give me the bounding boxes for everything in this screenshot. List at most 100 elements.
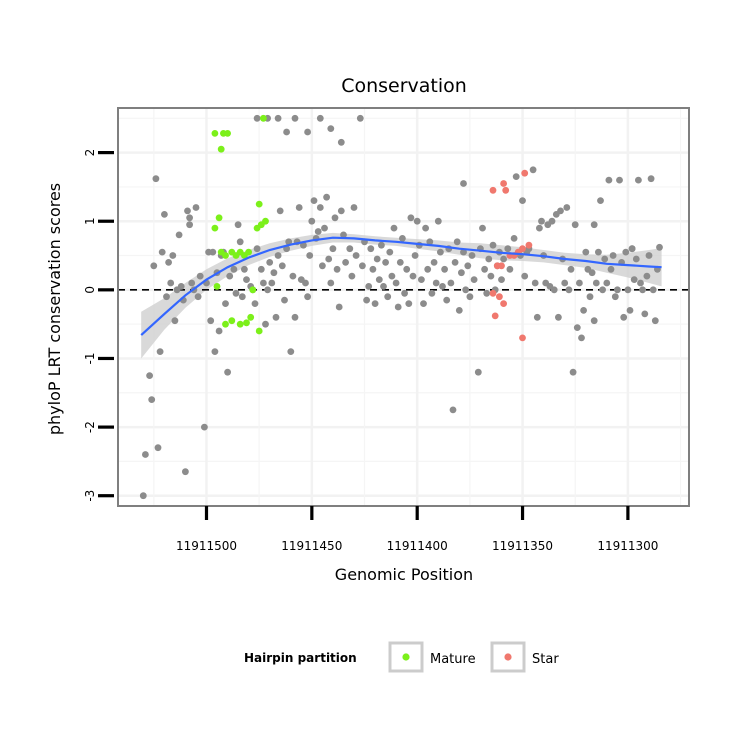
point-other: [274, 252, 282, 259]
point-other: [234, 221, 242, 229]
point-other: [310, 197, 318, 205]
point-other: [169, 252, 177, 259]
point-other: [651, 317, 659, 325]
point-mature: [236, 320, 244, 328]
point-other: [325, 255, 333, 263]
point-mature: [213, 283, 221, 290]
point-other: [289, 272, 297, 280]
point-other: [411, 252, 419, 259]
point-other: [504, 245, 512, 253]
point-other: [150, 262, 158, 270]
point-other: [291, 313, 299, 321]
point-mature: [260, 114, 267, 122]
point-other: [329, 245, 337, 253]
point-mature: [255, 200, 263, 208]
point-other: [380, 283, 387, 290]
point-star: [489, 186, 497, 194]
point-mature: [222, 320, 229, 328]
point-other: [335, 303, 343, 311]
point-other: [649, 286, 657, 294]
point-other: [274, 114, 282, 122]
point-other: [215, 327, 223, 335]
point-other: [624, 286, 632, 294]
point-other: [643, 272, 651, 280]
point-other: [177, 283, 185, 290]
point-other: [224, 368, 232, 376]
point-other: [148, 396, 156, 403]
point-other: [359, 262, 366, 270]
point-other: [186, 221, 194, 229]
point-other: [238, 293, 246, 301]
point-other: [152, 175, 160, 183]
x-tick-label: 11911450: [281, 539, 342, 553]
legend-dot-mature: [402, 653, 410, 661]
point-other: [597, 197, 604, 205]
point-other: [590, 317, 598, 325]
point-other: [426, 238, 434, 246]
point-other: [337, 207, 345, 215]
point-mature: [262, 217, 269, 225]
point-other: [601, 255, 609, 263]
point-other: [262, 320, 269, 328]
point-other: [165, 259, 173, 266]
point-other: [626, 307, 634, 314]
point-other: [576, 279, 583, 287]
point-other: [378, 241, 385, 249]
point-other: [363, 296, 370, 304]
x-tick-label: 11911350: [492, 539, 553, 553]
point-other: [281, 296, 288, 304]
point-other: [291, 114, 299, 122]
point-other: [323, 193, 330, 201]
point-other: [405, 300, 413, 307]
point-other: [510, 235, 518, 242]
point-other: [611, 293, 619, 301]
point-other: [403, 265, 411, 273]
point-other: [498, 276, 505, 283]
point-star: [502, 186, 510, 194]
point-other: [616, 176, 623, 184]
point-other: [253, 114, 261, 122]
point-other: [449, 406, 457, 414]
point-other: [460, 248, 467, 256]
point-other: [365, 283, 373, 290]
point-other: [443, 296, 451, 304]
point-other: [367, 245, 375, 253]
point-other: [470, 276, 478, 283]
point-other: [519, 197, 526, 205]
x-tick-label: 11911500: [176, 539, 237, 553]
point-other: [588, 269, 596, 277]
point-other: [586, 293, 594, 301]
point-other: [628, 245, 636, 253]
point-other: [232, 289, 240, 297]
legend-key-mature: [388, 641, 424, 673]
point-other: [550, 286, 558, 294]
legend: Hairpin partition Mature Star: [244, 641, 559, 673]
point-other: [441, 265, 448, 273]
point-star: [525, 241, 533, 249]
legend-label-star: Star: [532, 652, 559, 667]
point-other: [226, 272, 234, 280]
point-other: [340, 231, 347, 239]
point-other: [243, 276, 250, 283]
point-mature: [255, 327, 263, 335]
point-other: [211, 348, 219, 355]
point-other: [462, 286, 470, 294]
point-other: [466, 293, 474, 301]
point-other: [487, 272, 495, 280]
point-other: [521, 272, 529, 280]
point-other: [253, 245, 261, 253]
point-other: [399, 235, 406, 242]
point-other: [236, 238, 244, 246]
point-other: [270, 269, 278, 277]
point-other: [304, 128, 311, 136]
point-other: [264, 286, 271, 294]
point-other: [607, 265, 615, 273]
point-other: [333, 265, 341, 273]
point-other: [489, 241, 497, 249]
chart-title: Conservation: [341, 75, 467, 97]
point-other: [154, 444, 162, 452]
point-other: [142, 451, 149, 458]
point-other: [637, 279, 644, 287]
point-other: [632, 255, 640, 263]
